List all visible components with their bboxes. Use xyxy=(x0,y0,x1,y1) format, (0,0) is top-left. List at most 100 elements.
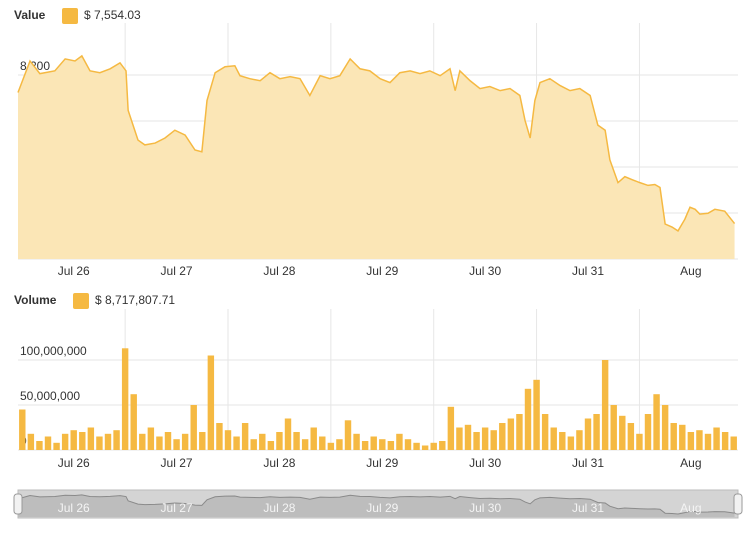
bar xyxy=(207,355,215,450)
bar xyxy=(473,432,480,450)
bar xyxy=(79,432,86,450)
bar xyxy=(190,405,197,450)
bar xyxy=(121,348,129,450)
bar xyxy=(499,423,506,450)
x-tick-label: Jul 26 xyxy=(58,456,90,470)
bar xyxy=(704,433,712,450)
bar xyxy=(96,436,103,450)
navigator-handle[interactable] xyxy=(13,493,23,515)
bar xyxy=(576,430,583,450)
bar xyxy=(216,423,223,450)
navigator-label: Aug xyxy=(680,501,701,515)
bar xyxy=(593,414,600,450)
bar xyxy=(301,439,309,450)
bar xyxy=(559,432,566,450)
x-tick-label: Aug xyxy=(680,456,701,470)
navigator-handle[interactable] xyxy=(733,493,743,515)
bar xyxy=(19,409,26,450)
bar xyxy=(156,436,163,450)
bar xyxy=(413,442,420,450)
bar xyxy=(670,423,677,450)
chart-title: Value xyxy=(14,8,46,22)
bar xyxy=(636,433,643,450)
chart-title: Volume xyxy=(14,293,57,307)
bar xyxy=(370,436,377,450)
bar xyxy=(567,436,575,450)
legend-swatch[interactable] xyxy=(62,8,78,24)
navigator-label: Jul 31 xyxy=(572,501,604,515)
bar xyxy=(404,439,412,450)
navigator-label: Jul 29 xyxy=(366,501,398,515)
bar xyxy=(293,432,300,450)
bar xyxy=(267,441,275,450)
bar xyxy=(507,418,515,450)
bar xyxy=(610,405,617,450)
bar xyxy=(524,388,532,450)
bar xyxy=(653,394,660,450)
bar xyxy=(36,441,43,450)
bar xyxy=(336,439,343,450)
bar xyxy=(396,433,403,450)
bar xyxy=(353,433,360,450)
bar xyxy=(447,406,455,450)
x-tick-label: Jul 30 xyxy=(469,264,501,278)
legend-swatch[interactable] xyxy=(73,293,89,309)
x-tick-label: Jul 27 xyxy=(161,456,193,470)
bar xyxy=(284,418,292,450)
bar xyxy=(516,414,523,450)
bar xyxy=(439,441,446,450)
navigator-label: Jul 26 xyxy=(58,501,90,515)
bar xyxy=(70,430,77,450)
line xyxy=(17,54,736,232)
bar xyxy=(541,414,549,450)
navigator-label: Jul 30 xyxy=(469,501,501,515)
bar xyxy=(233,436,240,450)
bar xyxy=(584,418,592,450)
y-tick-label: 100,000,000 xyxy=(20,344,87,358)
x-tick-label: Jul 31 xyxy=(572,264,604,278)
x-tick-label: Jul 30 xyxy=(469,456,501,470)
bar xyxy=(224,430,232,450)
navigator-label: Jul 28 xyxy=(263,501,295,515)
navigator-label: Jul 27 xyxy=(161,501,193,515)
bar xyxy=(730,436,737,450)
legend-value: $ 8,717,807.71 xyxy=(95,293,175,307)
bar xyxy=(164,432,172,450)
bar xyxy=(713,427,720,450)
x-tick-label: Aug xyxy=(680,264,701,278)
bar xyxy=(721,432,729,450)
bar xyxy=(696,430,703,450)
bar xyxy=(661,405,669,450)
bar xyxy=(481,427,489,450)
bar xyxy=(104,433,112,450)
bar xyxy=(139,433,146,450)
navigator-line xyxy=(17,494,735,515)
bar xyxy=(619,415,626,450)
bar xyxy=(87,427,95,450)
bar xyxy=(44,436,52,450)
bar xyxy=(627,423,635,450)
bar xyxy=(173,439,180,450)
bar xyxy=(27,433,35,450)
bar xyxy=(181,433,189,450)
x-tick-label: Jul 27 xyxy=(161,264,193,278)
bar xyxy=(533,379,540,450)
bar xyxy=(241,423,249,450)
legend-value: $ 7,554.03 xyxy=(84,8,141,22)
bar xyxy=(276,432,283,450)
bar xyxy=(327,442,335,450)
bar xyxy=(550,427,557,450)
bar xyxy=(147,427,155,450)
x-tick-label: Jul 28 xyxy=(263,264,295,278)
bar xyxy=(53,442,60,450)
bar xyxy=(490,430,497,450)
bar xyxy=(679,424,686,450)
x-tick-label: Jul 28 xyxy=(263,456,295,470)
bar xyxy=(379,439,386,450)
bar xyxy=(456,427,463,450)
x-tick-label: Jul 29 xyxy=(366,456,398,470)
bar xyxy=(361,441,369,450)
bar xyxy=(344,420,352,450)
bar xyxy=(310,427,317,450)
